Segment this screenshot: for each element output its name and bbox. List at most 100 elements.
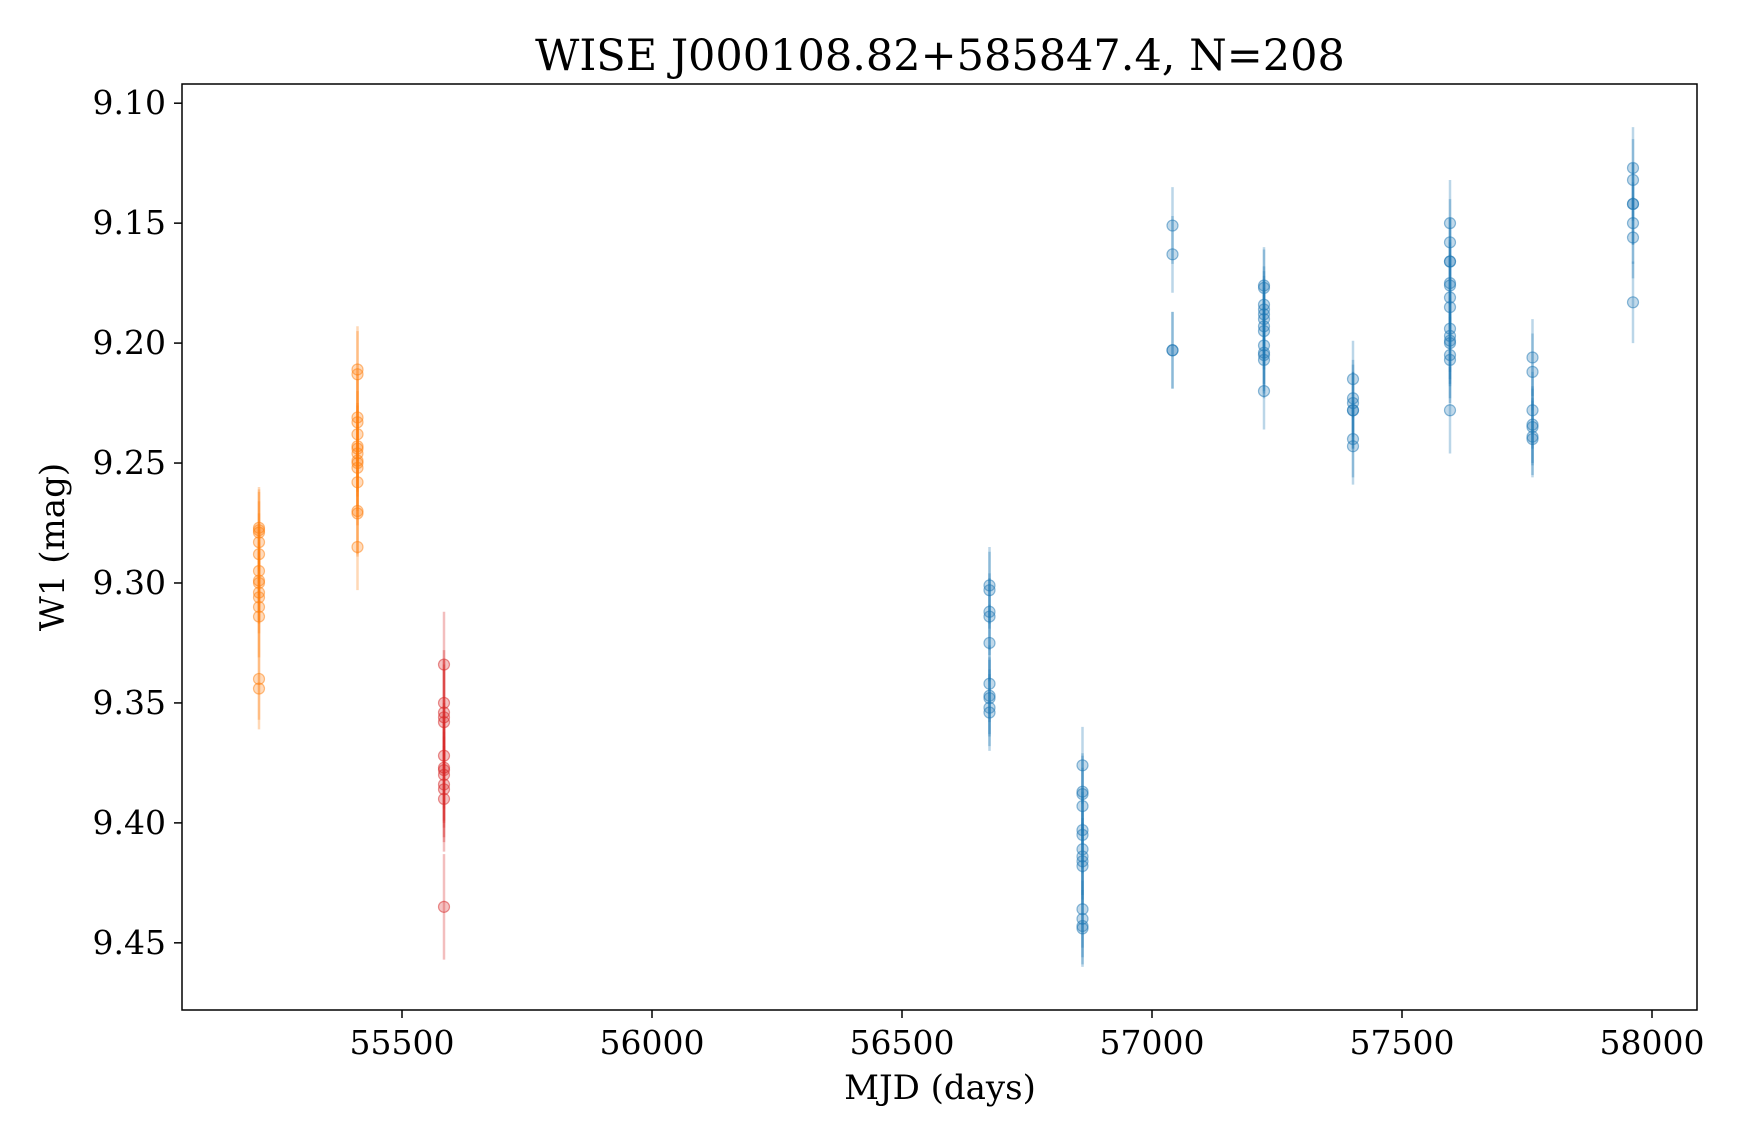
data-point bbox=[437, 711, 451, 724]
data-point bbox=[1257, 298, 1271, 311]
data-point bbox=[1166, 219, 1179, 232]
data-point bbox=[351, 363, 364, 376]
data-point bbox=[437, 792, 451, 805]
data-point bbox=[1526, 365, 1539, 378]
data-point bbox=[1076, 823, 1089, 837]
data-point bbox=[1076, 903, 1089, 916]
x-tick-label: 57000 bbox=[1100, 1023, 1205, 1062]
data-point bbox=[1166, 344, 1179, 357]
data-point bbox=[983, 605, 996, 618]
data-point bbox=[437, 768, 451, 782]
data-point bbox=[1443, 404, 1457, 417]
data-point bbox=[1076, 759, 1089, 772]
data-point bbox=[351, 540, 364, 554]
data-point bbox=[437, 716, 451, 729]
y-tick-label: 9.20 bbox=[93, 323, 166, 362]
data-point bbox=[1526, 351, 1539, 364]
data-point bbox=[1626, 296, 1640, 309]
y-tick-label: 9.35 bbox=[93, 683, 166, 722]
data-point bbox=[437, 696, 451, 710]
data-point bbox=[1166, 248, 1179, 261]
x-tick-label: 57500 bbox=[1350, 1023, 1455, 1062]
data-point bbox=[1346, 440, 1360, 453]
data-point bbox=[1443, 279, 1457, 292]
data-point bbox=[437, 783, 451, 796]
data-point bbox=[351, 368, 364, 381]
data-point bbox=[1076, 855, 1089, 868]
data-point bbox=[252, 576, 266, 590]
y-tick-label: 9.25 bbox=[93, 443, 166, 482]
data-point bbox=[351, 476, 364, 489]
data-point bbox=[252, 526, 266, 539]
data-point bbox=[983, 636, 996, 650]
x-axis-label: MJD (days) bbox=[844, 1068, 1036, 1108]
plot-frame bbox=[181, 83, 1698, 1011]
data-point bbox=[1076, 922, 1089, 935]
data-point bbox=[1346, 404, 1360, 417]
data-point bbox=[983, 677, 996, 690]
data-point bbox=[252, 591, 266, 604]
data-point bbox=[437, 749, 451, 762]
data-point bbox=[1626, 231, 1640, 244]
data-point bbox=[1526, 404, 1539, 417]
x-axis: 55500 56000 56500 57000 57500 58000 bbox=[350, 1010, 1704, 1062]
data-point bbox=[437, 900, 451, 913]
data-point bbox=[437, 658, 451, 671]
data-point bbox=[1443, 291, 1457, 304]
data-point bbox=[1076, 787, 1089, 801]
y-tick-label: 9.45 bbox=[93, 923, 166, 962]
plot-area bbox=[252, 127, 1640, 967]
data-point bbox=[252, 600, 266, 614]
data-point bbox=[1526, 420, 1539, 434]
data-point bbox=[437, 764, 451, 777]
data-point bbox=[983, 706, 996, 719]
data-point bbox=[1526, 432, 1539, 446]
x-tick-label: 56500 bbox=[850, 1023, 955, 1062]
data-point bbox=[1257, 353, 1271, 366]
data-point bbox=[1076, 799, 1089, 813]
chart-title: WISE J000108.82+585847.4, N=208 bbox=[535, 31, 1345, 81]
data-point bbox=[1257, 303, 1271, 316]
data-point bbox=[1443, 217, 1457, 230]
data-point bbox=[252, 610, 266, 623]
data-point bbox=[1257, 281, 1271, 295]
data-point bbox=[983, 610, 996, 623]
data-point bbox=[1626, 173, 1640, 187]
data-point bbox=[1257, 308, 1271, 321]
y-tick-label: 9.10 bbox=[93, 83, 166, 122]
data-point bbox=[1257, 320, 1271, 333]
data-point bbox=[252, 536, 266, 549]
x-tick-label: 56000 bbox=[600, 1023, 705, 1062]
data-point bbox=[1346, 392, 1360, 405]
data-point bbox=[351, 461, 364, 474]
data-point bbox=[351, 507, 364, 520]
data-point bbox=[437, 706, 451, 719]
data-point bbox=[351, 456, 364, 470]
data-point bbox=[983, 701, 996, 714]
data-point bbox=[1626, 161, 1640, 175]
data-point bbox=[1443, 353, 1457, 366]
data-point bbox=[1257, 384, 1271, 398]
data-point bbox=[252, 548, 266, 561]
data-point bbox=[1076, 859, 1089, 873]
data-point bbox=[1443, 336, 1457, 350]
data-point bbox=[983, 692, 996, 705]
data-point bbox=[1443, 236, 1457, 249]
data-point bbox=[1346, 372, 1360, 386]
data-point bbox=[1443, 255, 1457, 268]
data-point bbox=[983, 584, 996, 597]
y-axis-label: W1 (mag) bbox=[33, 463, 73, 631]
data-point bbox=[983, 579, 996, 592]
data-point bbox=[351, 416, 364, 429]
data-point bbox=[1257, 324, 1271, 338]
data-point bbox=[252, 564, 266, 578]
data-point bbox=[252, 672, 266, 686]
data-point bbox=[351, 428, 364, 441]
data-point bbox=[252, 586, 266, 599]
data-point bbox=[1626, 217, 1640, 230]
data-point bbox=[437, 778, 451, 791]
y-tick-label: 9.40 bbox=[93, 803, 166, 842]
data-point bbox=[1443, 301, 1457, 314]
y-tick-label: 9.30 bbox=[93, 563, 166, 602]
